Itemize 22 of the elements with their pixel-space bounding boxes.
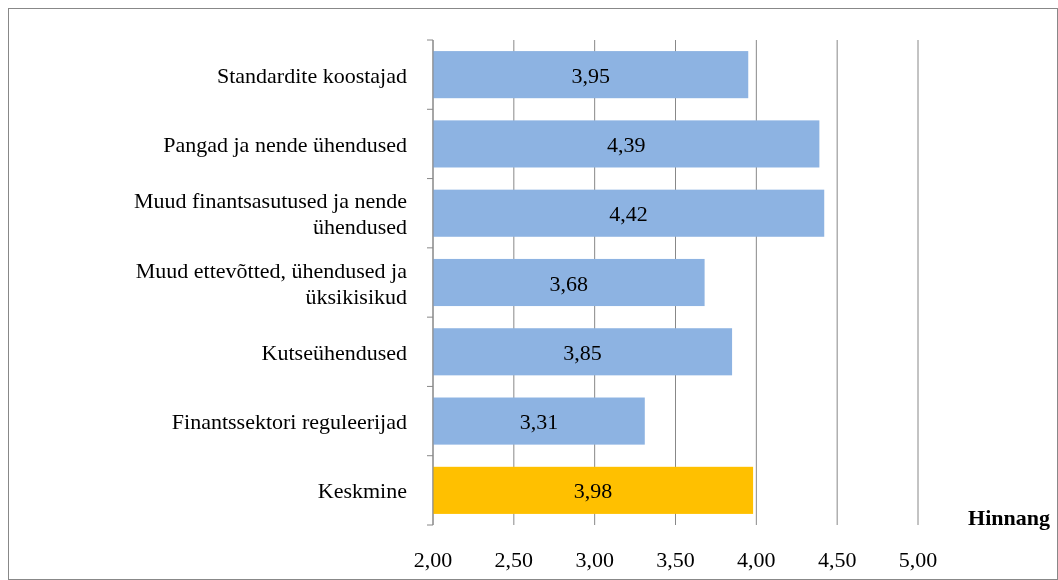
y-tick-label: Pangad ja nende ühendused xyxy=(163,131,407,157)
data-label: 4,39 xyxy=(606,131,646,157)
x-tick-label: 2,50 xyxy=(494,547,534,572)
x-tick-label: 4,00 xyxy=(737,547,776,572)
data-label: 3,68 xyxy=(549,270,589,296)
data-label: 3,98 xyxy=(573,478,613,504)
y-tick-label: Finantssektori reguleerijad xyxy=(171,409,407,435)
data-label: 4,42 xyxy=(609,201,648,227)
y-tick-label: Keskmine xyxy=(317,478,407,504)
x-tick-label: 4,50 xyxy=(817,547,857,572)
y-tick-label: Muud finantsasutused ja nende ühendused xyxy=(133,188,407,240)
x-tick-label: 2,00 xyxy=(413,547,453,572)
y-tick-label: Standardite koostajad xyxy=(216,62,407,88)
y-tick-label: Kutseühendused xyxy=(261,339,407,365)
data-label: 3,95 xyxy=(571,62,610,88)
x-tick-label: 3,00 xyxy=(575,547,614,572)
y-tick-label: Muud ettevõtted, ühendused ja üksikisikud xyxy=(135,257,408,309)
x-tick-label: 5,00 xyxy=(898,547,938,572)
data-label: 3,31 xyxy=(519,409,559,435)
x-axis-title: Hinnang xyxy=(968,505,1050,530)
data-label: 3,85 xyxy=(563,339,602,365)
x-tick-label: 3,50 xyxy=(656,547,695,572)
